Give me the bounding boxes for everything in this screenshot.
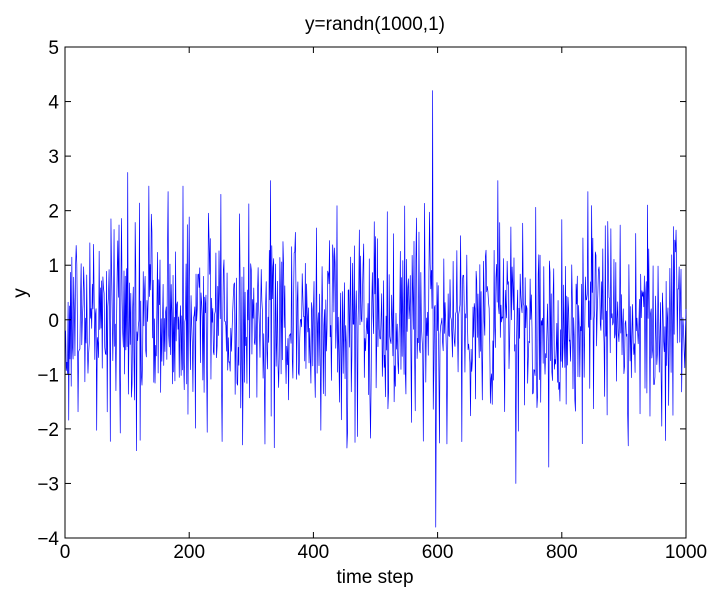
- y-tick-label-8: 4: [48, 93, 59, 114]
- y-tick-label-7: 3: [48, 147, 59, 168]
- x-tick-label-400: 400: [298, 542, 330, 563]
- series-line: [65, 90, 687, 528]
- series-layer: [65, 90, 687, 528]
- y-tick-label-0: −4: [37, 529, 59, 550]
- x-axis-label: time step: [336, 567, 413, 588]
- x-tick-label-600: 600: [422, 542, 454, 563]
- y-tick-label-4: 0: [48, 311, 59, 332]
- y-tick-label-3: −1: [37, 365, 59, 386]
- x-tick-label-1000: 1000: [665, 542, 707, 563]
- y-tick-label-9: 5: [48, 38, 59, 59]
- y-tick-label-2: −2: [37, 420, 59, 441]
- y-tick-label-5: 1: [48, 256, 59, 277]
- chart-title: y=randn(1000,1): [305, 14, 445, 35]
- y-tick-label-6: 2: [48, 202, 59, 223]
- tick-layer: 0 200 400 600 800 1000 −4 −3 −2 −1 0 1 2 3 4 5: [37, 38, 707, 563]
- y-tick-label-1: −3: [37, 474, 59, 495]
- y-axis-label: y: [10, 288, 31, 298]
- x-tick-label-800: 800: [546, 542, 578, 563]
- x-tick-label-200: 200: [173, 542, 205, 563]
- x-tick-label-0: 0: [60, 542, 71, 563]
